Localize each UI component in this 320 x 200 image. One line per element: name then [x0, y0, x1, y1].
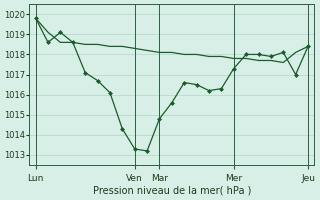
- X-axis label: Pression niveau de la mer( hPa ): Pression niveau de la mer( hPa ): [93, 186, 251, 196]
